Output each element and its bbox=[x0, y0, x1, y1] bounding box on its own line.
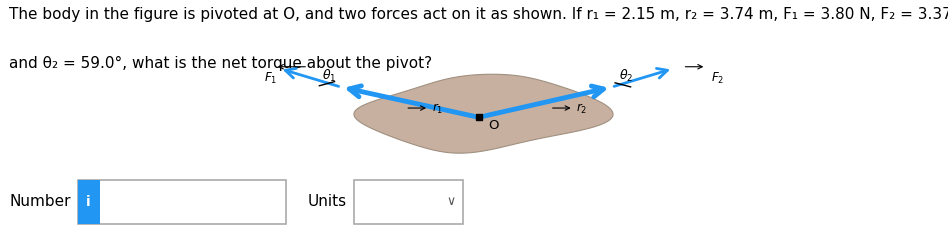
Text: The body in the figure is pivoted at O, and two forces act on it as shown. If r₁: The body in the figure is pivoted at O, … bbox=[9, 7, 948, 22]
Text: $\theta_2$: $\theta_2$ bbox=[619, 67, 633, 83]
Text: O: O bbox=[488, 119, 499, 132]
Text: Number: Number bbox=[9, 194, 71, 208]
Text: $F_2$: $F_2$ bbox=[711, 70, 724, 85]
Text: $F_1$: $F_1$ bbox=[264, 70, 277, 85]
Polygon shape bbox=[354, 75, 613, 154]
Text: i: i bbox=[86, 194, 91, 208]
Text: $r_2$: $r_2$ bbox=[576, 102, 588, 116]
Text: $r_1$: $r_1$ bbox=[431, 102, 443, 116]
FancyBboxPatch shape bbox=[78, 180, 100, 224]
Text: $\theta_1$: $\theta_1$ bbox=[322, 67, 337, 83]
FancyBboxPatch shape bbox=[78, 180, 286, 224]
Text: Units: Units bbox=[308, 194, 347, 208]
Text: and θ₂ = 59.0°, what is the net torque about the pivot?: and θ₂ = 59.0°, what is the net torque a… bbox=[9, 55, 432, 70]
Text: ∨: ∨ bbox=[446, 195, 455, 207]
FancyBboxPatch shape bbox=[354, 180, 463, 224]
